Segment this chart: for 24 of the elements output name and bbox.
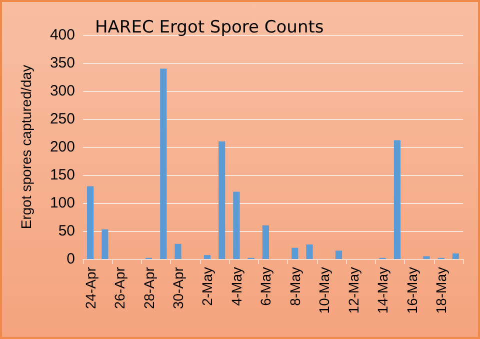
y-tick-label: 350 — [50, 54, 75, 72]
y-tick-label: 150 — [50, 166, 75, 184]
x-tick-label: 30-Apr — [170, 266, 186, 310]
x-tick-label: 6-May — [258, 267, 274, 306]
x-tick-label: 18-May — [433, 267, 450, 314]
y-axis-title: Ergot spores captured/day — [18, 64, 34, 230]
y-tick-label: 50 — [58, 222, 75, 240]
y-tick-label: 100 — [50, 194, 75, 212]
x-tick-label: 28-Apr — [140, 266, 157, 310]
x-tick-label: 4-May — [228, 267, 244, 306]
x-tick-label: 2-May — [199, 267, 216, 306]
x-tick-label: 14-May — [374, 267, 391, 314]
y-tick-label: 200 — [50, 138, 75, 156]
x-tick-label: 24-Apr — [82, 266, 98, 310]
x-tick-label: 26-Apr — [112, 266, 128, 310]
y-tick-label: 400 — [50, 26, 75, 44]
y-tick-label: 250 — [50, 110, 75, 128]
chart-title: HAREC Ergot Spore Counts — [95, 18, 324, 38]
y-tick-label: 300 — [50, 82, 75, 100]
x-tick-label: 12-May — [345, 267, 362, 314]
x-tick-label: 10-May — [316, 267, 332, 314]
y-tick-label: 0 — [66, 250, 75, 268]
x-tick-label: 8-May — [286, 267, 303, 306]
x-tick-label: 16-May — [404, 267, 420, 314]
